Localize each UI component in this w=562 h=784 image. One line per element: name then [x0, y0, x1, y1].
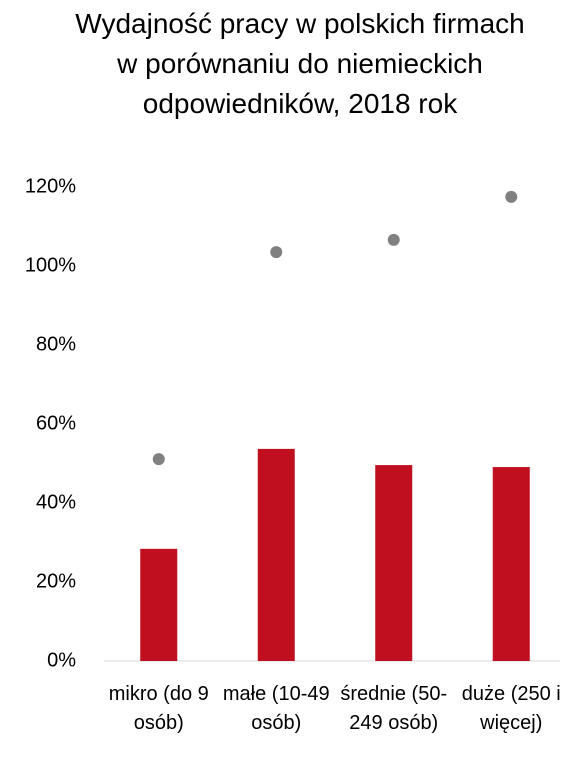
x-tick-label: małe (10-49 osób) [222, 683, 330, 734]
bar [140, 548, 178, 661]
y-tick-label: 60% [36, 412, 76, 434]
bar [375, 465, 413, 661]
bar [492, 467, 530, 661]
point [270, 246, 283, 259]
y-tick-label: 0% [47, 649, 76, 671]
y-tick-label: 20% [36, 570, 76, 592]
point [387, 233, 400, 246]
bar [257, 448, 295, 661]
x-tick-label: średnie (50-249 osób) [340, 683, 448, 734]
y-tick-label: 80% [36, 333, 76, 355]
x-tick-label: mikro (do 9 osób) [108, 683, 209, 734]
y-tick-label: 40% [36, 491, 76, 513]
y-tick-label: 100% [25, 254, 76, 276]
point [505, 190, 518, 203]
y-tick-label: 120% [25, 175, 76, 197]
point [152, 453, 165, 466]
x-tick-label: duże (250 i więcej) [461, 683, 561, 734]
chart-title: Wydajność pracy w polskich firmach w por… [75, 8, 525, 119]
